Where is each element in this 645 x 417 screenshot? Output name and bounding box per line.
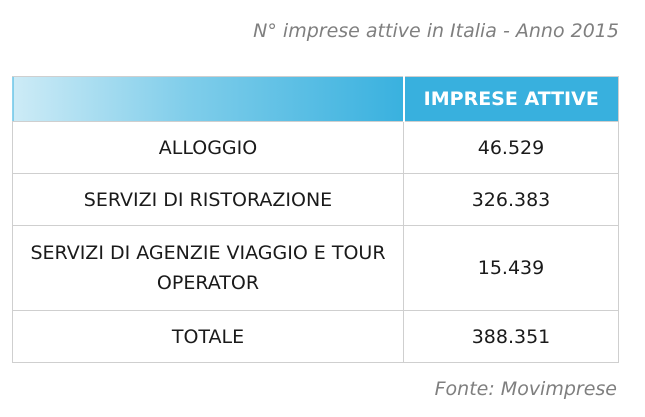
total-value-cell: 388.351 [403, 310, 619, 363]
source-note: Fonte: Movimprese [434, 378, 617, 400]
row-value-cell: 15.439 [403, 225, 619, 311]
table-row: SERVIZI DI AGENZIE VIAGGIO E TOUR OPERAT… [12, 225, 619, 311]
table-row: ALLOGGIO 46.529 [12, 121, 619, 174]
row-label-cell: SERVIZI DI AGENZIE VIAGGIO E TOUR OPERAT… [12, 225, 404, 311]
total-label-cell: TOTALE [12, 310, 404, 363]
table-header-row: IMPRESE ATTIVE [12, 76, 619, 122]
table-title: N° imprese attive in Italia - Anno 2015 [253, 20, 619, 42]
table-row-total: TOTALE 388.351 [12, 310, 619, 363]
row-value-cell: 46.529 [403, 121, 619, 174]
row-value-cell: 326.383 [403, 173, 619, 226]
table-row: SERVIZI DI RISTORAZIONE 326.383 [12, 173, 619, 226]
row-label-cell: ALLOGGIO [12, 121, 404, 174]
header-imprese-attive: IMPRESE ATTIVE [403, 76, 619, 122]
row-label-cell: SERVIZI DI RISTORAZIONE [12, 173, 404, 226]
header-empty-cell [12, 76, 405, 122]
data-table: IMPRESE ATTIVE ALLOGGIO 46.529 SERVIZI D… [12, 76, 619, 363]
